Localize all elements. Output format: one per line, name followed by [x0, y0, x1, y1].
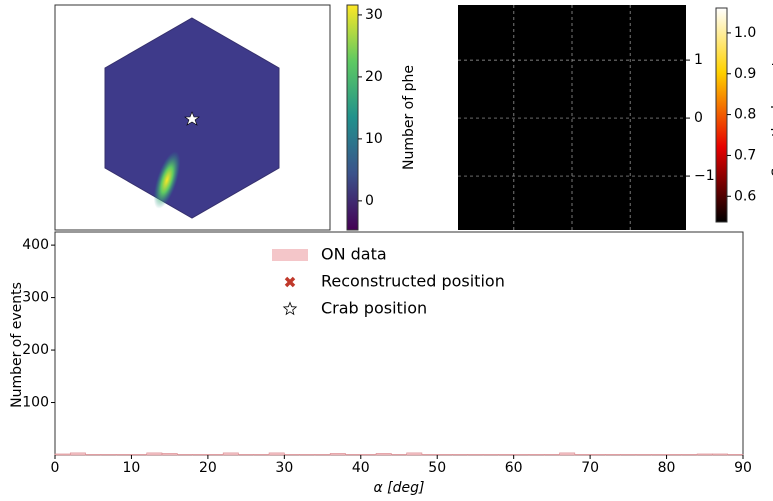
- legend-label: ON data: [321, 245, 387, 264]
- histogram-bar: [314, 454, 331, 456]
- histogram-bar: [115, 454, 132, 456]
- source-star: [184, 111, 200, 126]
- colorbar-tick-label: 0.9: [734, 66, 756, 82]
- histogram-bar: [696, 453, 713, 456]
- histogram-bar: [268, 452, 285, 456]
- histogram-bar: [498, 454, 514, 456]
- histogram-bar: [574, 454, 591, 456]
- histogram-bar: [436, 454, 453, 456]
- histogram-bar: [329, 453, 346, 456]
- histogram-bar: [666, 454, 683, 456]
- colorbar-tick-label: 1.0: [734, 25, 756, 41]
- histogram-bar: [421, 454, 438, 456]
- y-tick-label: −1: [694, 168, 715, 184]
- x-tick-label: 0: [51, 460, 60, 476]
- histogram-bar: [467, 454, 484, 456]
- histogram-bar: [375, 453, 392, 456]
- x-tick-label: 50: [428, 460, 446, 476]
- histogram-bar: [131, 454, 148, 456]
- histogram-bar: [635, 454, 652, 456]
- y-tick-label: 100: [22, 395, 49, 411]
- histogram-bar: [482, 454, 499, 456]
- histogram-bar: [360, 454, 377, 456]
- y-tick-label: 400: [22, 237, 49, 253]
- colorbar-label: Number of phe: [401, 65, 417, 170]
- histogram-bar: [284, 454, 300, 456]
- legend-marker: [284, 276, 296, 288]
- histogram-bar: [146, 452, 163, 456]
- y-axis-label: Number of events: [9, 282, 25, 408]
- legend-label: Crab position: [321, 299, 427, 318]
- legend-patch: [272, 249, 308, 261]
- histogram-bar: [406, 452, 423, 456]
- histogram-bar: [559, 452, 576, 456]
- y-tick-label: 200: [22, 342, 49, 358]
- x-tick-label: 20: [199, 460, 217, 476]
- histogram-bar: [238, 454, 255, 456]
- colorbar-tick-label: 0: [365, 193, 374, 209]
- histogram-bar: [85, 454, 102, 456]
- colorbar-label: Smoothed events: [770, 53, 773, 176]
- histogram-bar: [100, 454, 117, 456]
- colorbar-tick-label: 30: [365, 7, 383, 23]
- x-tick-label: 70: [581, 460, 599, 476]
- histogram-bar: [299, 454, 316, 456]
- colorbar-tick-label: 20: [365, 69, 383, 85]
- histogram-bar: [345, 454, 362, 456]
- y-tick-label: 300: [22, 290, 49, 306]
- histogram-bar: [192, 454, 209, 456]
- histogram-frame: [54, 231, 744, 456]
- histogram-bar: [177, 454, 193, 456]
- histogram-bar: [681, 454, 698, 456]
- histogram-bar: [543, 454, 560, 456]
- histogram-bar: [620, 454, 637, 456]
- y-tick-label: 1: [694, 52, 703, 68]
- shower-image: [153, 151, 181, 209]
- colorbar: [346, 4, 359, 231]
- x-axis-label: α [deg]: [374, 480, 425, 496]
- colorbar-tick-label: 10: [365, 131, 383, 147]
- histogram-bar: [528, 454, 545, 456]
- histogram-bar: [513, 454, 530, 456]
- legend-label: Reconstructed position: [321, 272, 505, 291]
- histogram-bar: [222, 452, 239, 456]
- histogram-bar: [650, 454, 667, 456]
- x-tick-label: 40: [352, 460, 370, 476]
- x-tick-label: 30: [275, 460, 293, 476]
- legend-marker: [282, 301, 298, 316]
- x-tick-label: 80: [658, 460, 676, 476]
- histogram-bar: [207, 454, 224, 456]
- colorbar-tick-label: 0.6: [734, 188, 756, 204]
- histogram-bar: [253, 454, 270, 456]
- histogram-bar: [712, 453, 729, 456]
- x-tick-label: 10: [123, 460, 141, 476]
- y-tick-label: 0: [694, 110, 703, 126]
- histogram-bar: [605, 454, 621, 456]
- x-tick-label: 90: [734, 460, 752, 476]
- colorbar-tick-label: 0.8: [734, 107, 756, 123]
- histogram-bar: [54, 453, 71, 456]
- x-tick-label: 60: [505, 460, 523, 476]
- histogram-bar: [69, 452, 86, 456]
- colorbar: [715, 7, 728, 223]
- histogram-bar: [161, 453, 178, 456]
- histogram-bar: [452, 454, 469, 456]
- histogram-bar: [391, 454, 407, 456]
- histogram-bar: [589, 454, 606, 456]
- skymap: [458, 5, 686, 230]
- colorbar-tick-label: 0.7: [734, 147, 756, 163]
- histogram-bar: [727, 454, 744, 456]
